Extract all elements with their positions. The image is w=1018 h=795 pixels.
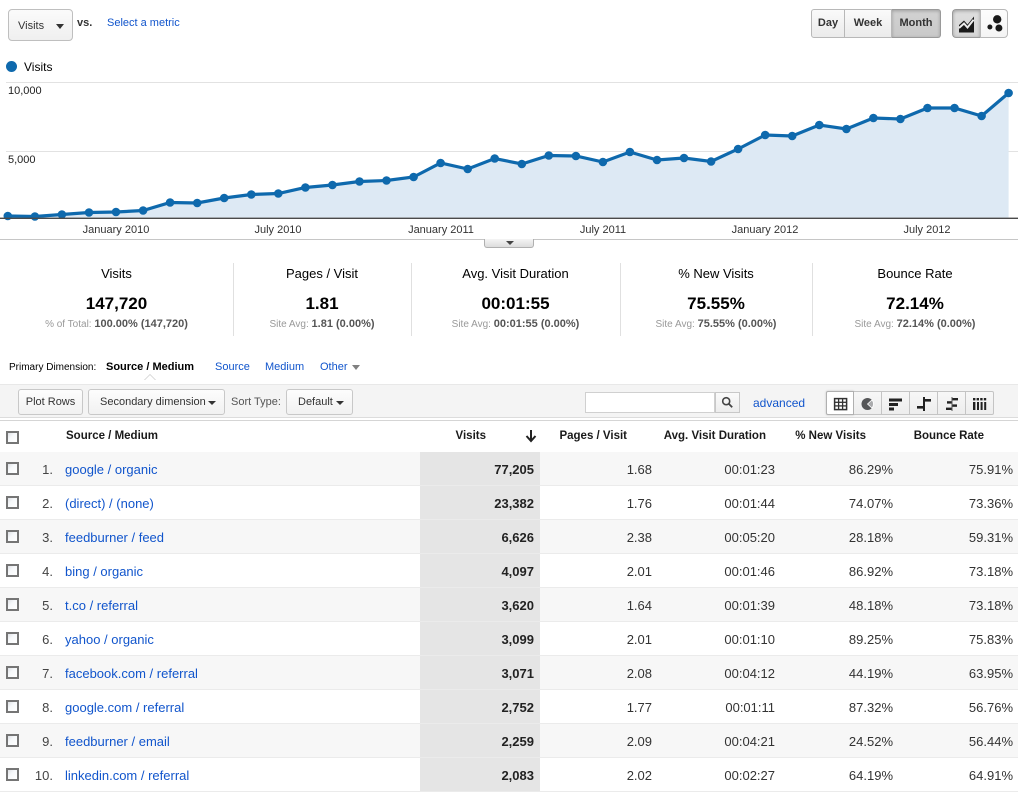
svg-text:January 2010: January 2010 <box>83 224 150 236</box>
svg-text:January 2011: January 2011 <box>408 224 474 236</box>
svg-text:5,000: 5,000 <box>8 154 36 166</box>
svg-text:July 2012: July 2012 <box>903 224 950 236</box>
svg-text:July 2011: July 2011 <box>580 224 626 236</box>
svg-text:10,000: 10,000 <box>8 85 42 97</box>
svg-text:July 2010: July 2010 <box>254 224 301 236</box>
svg-text:January 2012: January 2012 <box>732 224 799 236</box>
